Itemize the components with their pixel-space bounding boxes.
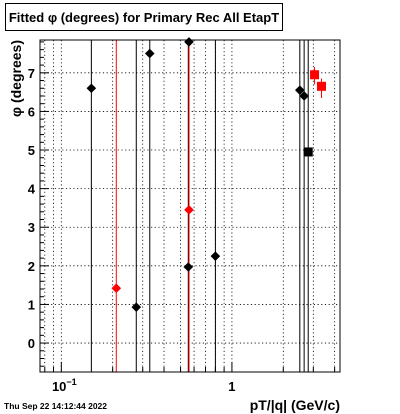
data-point-diamond xyxy=(184,37,194,47)
data-point-square xyxy=(303,147,313,157)
data-point-diamond xyxy=(299,91,309,101)
data-point-diamond xyxy=(86,83,97,94)
y-tick-label: 2 xyxy=(28,259,35,274)
data-point-diamond xyxy=(210,251,221,261)
y-tick-label: 3 xyxy=(28,220,35,235)
data-point-diamond xyxy=(144,48,155,59)
x-tick-label: 10−1 xyxy=(52,377,77,394)
x-axis-title: pT/|q| (GeV/c) xyxy=(250,397,340,413)
error-bars xyxy=(90,40,323,372)
data-points xyxy=(86,37,327,312)
data-point-diamond xyxy=(184,205,194,215)
data-point-diamond xyxy=(131,302,142,312)
x-tick-label: 1 xyxy=(228,379,235,394)
data-point-diamond xyxy=(295,85,305,95)
footer-timestamp: Thu Sep 22 14:12:44 2022 xyxy=(4,401,108,411)
data-point-diamond xyxy=(111,283,122,294)
data-point-square xyxy=(310,70,320,80)
y-tick-label: 4 xyxy=(28,182,36,197)
y-tick-label: 1 xyxy=(28,297,35,312)
y-tick-label: 5 xyxy=(28,143,35,158)
y-tick-labels: 0 1 2 3 4 5 6 7 xyxy=(28,66,36,351)
y-axis-title: φ (degrees) xyxy=(8,40,24,117)
data-point-square xyxy=(317,81,327,91)
chart-title: Fitted φ (degrees) for Primary Rec All E… xyxy=(5,3,283,31)
x-tick-labels: 10−1 1 xyxy=(52,377,236,394)
grid xyxy=(40,40,340,372)
plot-frame xyxy=(39,39,341,373)
axis-ticks xyxy=(40,41,336,372)
y-tick-label: 7 xyxy=(28,66,35,81)
data-point-diamond xyxy=(183,262,194,272)
y-tick-label: 0 xyxy=(28,336,35,351)
y-tick-label: 6 xyxy=(28,104,35,119)
